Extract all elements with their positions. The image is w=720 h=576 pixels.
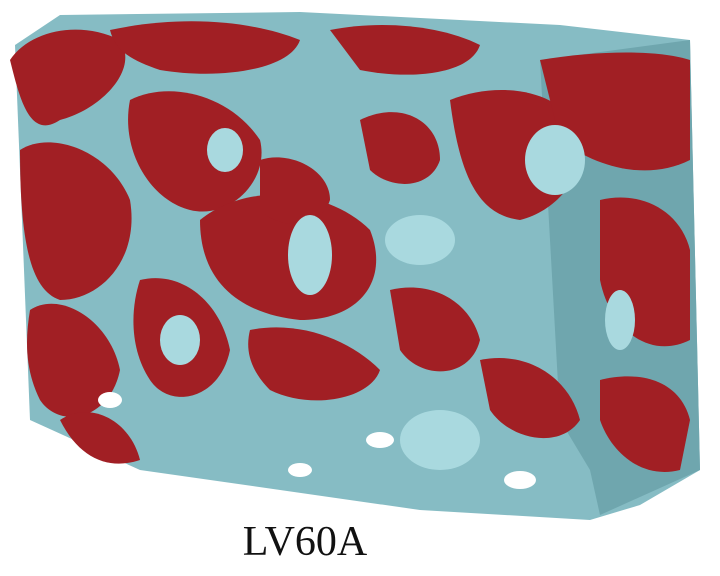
page: LV60A (() => { const data = JSON.parse(d… <box>0 0 720 576</box>
caption: LV60A <box>0 518 610 566</box>
foam-render <box>0 0 720 520</box>
